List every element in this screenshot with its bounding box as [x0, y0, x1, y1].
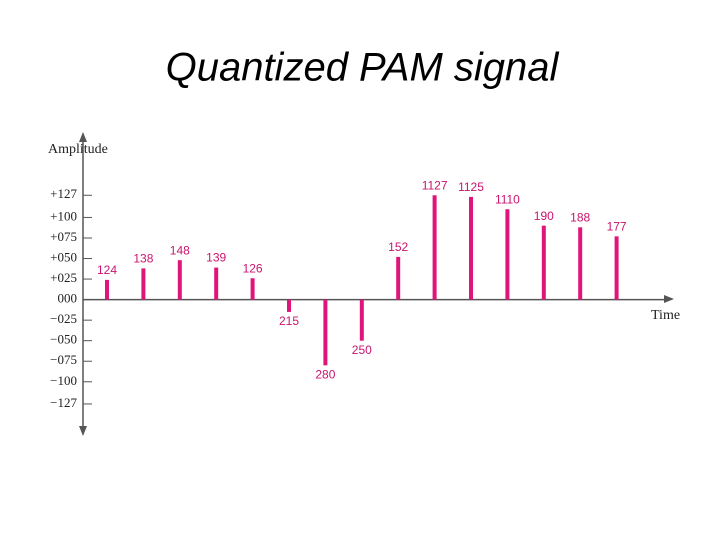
y-tick-label: +127: [50, 186, 77, 201]
stem: [214, 267, 219, 300]
code-label: 139: [206, 251, 226, 265]
y-axis-arrow: [79, 426, 87, 436]
y-tick-label: +075: [50, 229, 77, 244]
x-axis-label: Time: [651, 308, 680, 323]
stem: [323, 299, 328, 366]
x-axis-arrow: [664, 295, 674, 303]
y-tick-label: −100: [50, 373, 77, 388]
stem: [250, 278, 255, 300]
code-label: 280: [315, 368, 335, 382]
y-axis-label: Amplitude: [48, 142, 108, 157]
stem: [614, 236, 619, 300]
stem: [469, 196, 473, 300]
y-tick-label: −050: [50, 332, 77, 347]
code-label: 190: [534, 209, 554, 223]
code-label: 138: [133, 252, 153, 266]
chart-title: Quantized PAM signal: [166, 46, 560, 90]
code-label: 152: [388, 240, 408, 254]
code-label: 126: [243, 261, 263, 275]
code-label: 1110: [495, 192, 520, 206]
stem: [141, 268, 146, 300]
y-tick-label: +025: [50, 270, 77, 285]
stem: [287, 299, 291, 312]
code-label: 215: [279, 314, 299, 328]
code-label: 250: [352, 343, 372, 357]
y-tick-label: +050: [50, 250, 77, 265]
y-tick-label: −127: [50, 395, 77, 410]
y-tick-label: −025: [50, 311, 77, 326]
stem: [105, 279, 109, 300]
code-label: 1127: [422, 178, 448, 192]
stem: [578, 227, 583, 300]
code-label: 188: [570, 210, 590, 224]
stem: [396, 256, 401, 300]
code-label: 177: [607, 220, 627, 234]
stem: [541, 225, 546, 300]
y-tick-label: +100: [50, 208, 77, 223]
stem: [177, 260, 182, 300]
stem: [432, 195, 437, 300]
stem: [359, 299, 364, 341]
y-tick-label: 000: [58, 291, 78, 306]
y-axis-arrow: [79, 132, 87, 142]
code-label: 148: [170, 243, 190, 257]
y-tick-label: −075: [50, 352, 77, 367]
stem: [505, 209, 510, 300]
code-label: 124: [97, 263, 117, 277]
code-label: 1125: [458, 180, 484, 194]
